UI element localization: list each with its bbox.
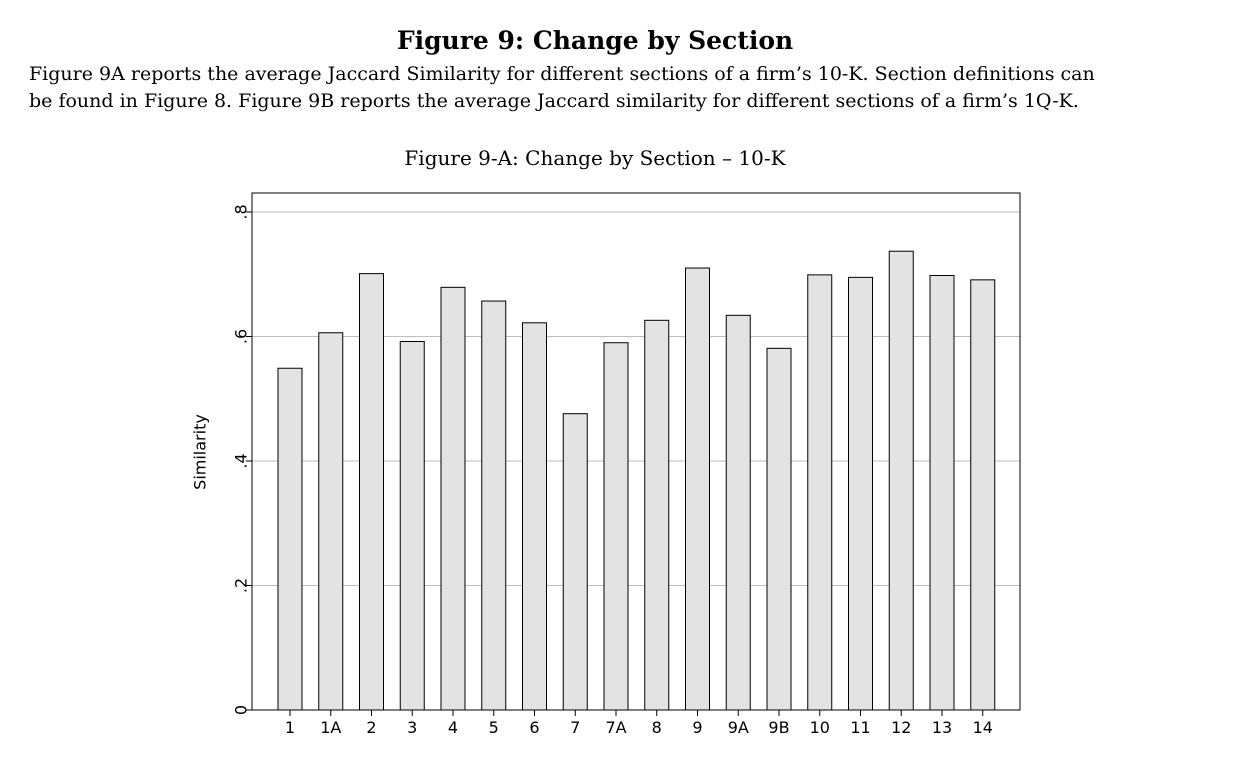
bar-9A — [725, 314, 751, 711]
x-tick-label-4: 4 — [448, 718, 458, 737]
x-tick-label-1: 1 — [285, 718, 295, 737]
y-tick-label: 0 — [232, 705, 251, 715]
bar-8 — [644, 319, 670, 711]
bar-2 — [359, 273, 384, 711]
y-tick-label: .2 — [232, 578, 251, 593]
bar-1A — [318, 332, 344, 711]
x-tick-label-7: 7 — [570, 718, 580, 737]
y-tick-label: .8 — [232, 204, 251, 219]
bar-7 — [562, 413, 588, 711]
bar-12 — [888, 250, 914, 711]
y-axis-title: Similarity — [191, 414, 210, 490]
x-tick-label-13: 13 — [932, 718, 952, 737]
x-tick-label-14: 14 — [973, 718, 993, 737]
y-tick-label: .6 — [232, 329, 251, 344]
y-tick-label: .4 — [232, 453, 251, 468]
bar-3 — [399, 340, 425, 711]
chart-title: Figure 9-A: Change by Section – 10-K — [404, 146, 786, 170]
bar-9B — [766, 347, 792, 711]
bar-10 — [807, 274, 833, 711]
bar-1 — [277, 367, 303, 711]
x-tick-label-12: 12 — [891, 718, 911, 737]
bars — [277, 250, 996, 711]
x-tick-label-9B: 9B — [768, 718, 789, 737]
axes: 0 .2 .4 .6 .8 1 1A 2 3 4 5 6 7 7A 8 9 9A 9B 10 11 12 13 14 — [232, 204, 993, 737]
figure-caption: Figure 9A reports the average Jaccard Si… — [29, 61, 1209, 115]
bar-9 — [685, 267, 710, 711]
caption-line-1: Figure 9A reports the average Jaccard Si… — [29, 63, 1095, 85]
x-tick-label-3: 3 — [407, 718, 417, 737]
plot-frame — [251, 192, 1021, 711]
bar-7A — [603, 342, 629, 711]
x-tick-label-2: 2 — [366, 718, 376, 737]
x-tick-label-1A: 1A — [320, 718, 341, 737]
x-tick-label-6: 6 — [529, 718, 539, 737]
x-tick-label-9A: 9A — [728, 718, 749, 737]
x-tick-label-11: 11 — [850, 718, 870, 737]
bar-5 — [481, 300, 507, 711]
page-title: Figure 9: Change by Section — [396, 26, 794, 55]
bar-14 — [970, 279, 996, 711]
caption-line-2: be found in Figure 8. Figure 9B reports … — [29, 90, 1079, 112]
x-tick-label-9: 9 — [692, 718, 702, 737]
bar-6 — [522, 322, 547, 711]
x-tick-label-5: 5 — [489, 718, 499, 737]
x-tick-label-7A: 7A — [605, 718, 626, 737]
bar-13 — [929, 274, 955, 711]
bar-4 — [440, 286, 466, 711]
x-tick-label-8: 8 — [652, 718, 662, 737]
bar-11 — [848, 276, 873, 711]
x-tick-label-10: 10 — [810, 718, 830, 737]
